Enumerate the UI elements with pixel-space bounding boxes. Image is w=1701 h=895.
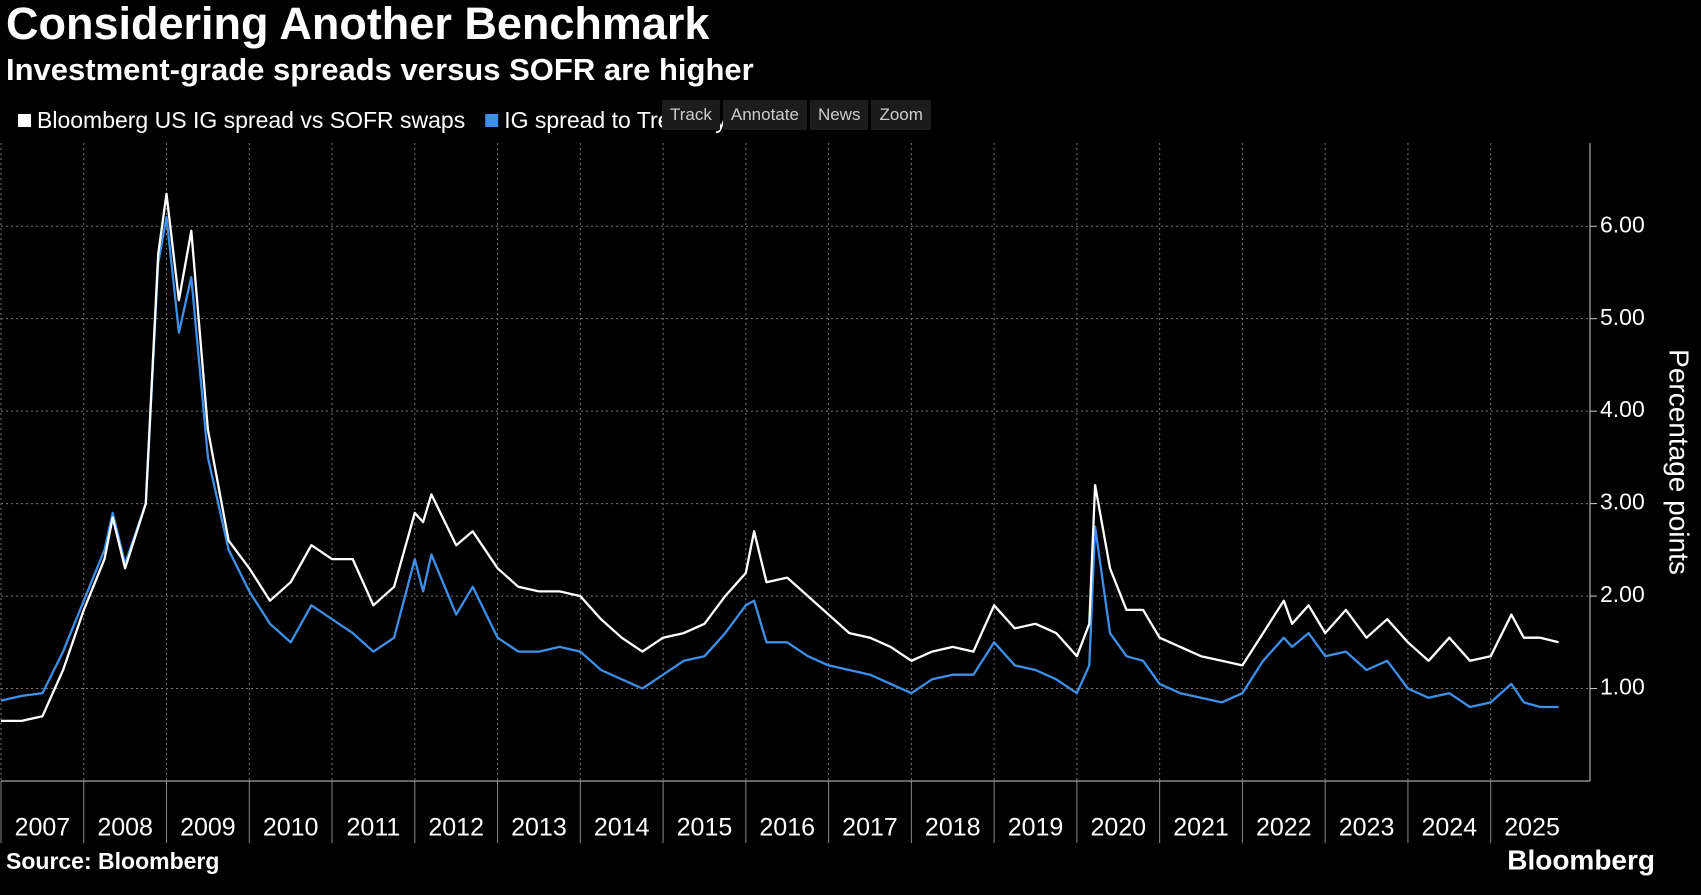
legend-swatch: [18, 114, 31, 127]
y-tick-label: 3.00: [1600, 489, 1645, 515]
x-tick-label: 2013: [511, 814, 567, 842]
toolbar-button[interactable]: Annotate: [722, 100, 807, 130]
x-tick-label: 2017: [842, 814, 898, 842]
x-tick-label: 2023: [1339, 814, 1395, 842]
chart-subtitle: Investment-grade spreads versus SOFR are…: [6, 52, 754, 87]
legend-swatch: [485, 114, 499, 127]
x-tick-label: 2012: [428, 814, 484, 842]
toolbar-button[interactable]: Track: [662, 100, 720, 130]
x-tick-label: 2008: [97, 814, 153, 842]
x-tick-label: 2007: [15, 814, 71, 842]
brand: Bloomberg: [1507, 844, 1655, 875]
x-tick-label: 2011: [347, 814, 401, 842]
series-line: [0, 215, 1559, 709]
x-tick-label: 2015: [677, 814, 733, 842]
series-line: [1, 192, 1559, 723]
legend-label: Bloomberg US IG spread vs SOFR swaps: [37, 107, 465, 133]
x-tick-label: 2020: [1090, 814, 1146, 842]
x-tick-label: 2019: [1008, 814, 1064, 842]
x-tick-label: 2021: [1173, 814, 1229, 842]
x-tick-label: 2009: [180, 814, 236, 842]
x-tick-label: 2024: [1421, 814, 1477, 842]
y-axis-label: Percentage points: [1664, 349, 1695, 575]
toolbar-button[interactable]: News: [809, 100, 869, 130]
chart-title: Considering Another Benchmark: [6, 0, 710, 49]
x-tick-label: 2014: [594, 814, 650, 842]
source: Source: Bloomberg: [6, 848, 219, 874]
x-tick-label: 2010: [263, 814, 319, 842]
y-tick-label: 6.00: [1600, 211, 1645, 237]
toolbar: Track Annotate News Zoom: [662, 100, 931, 130]
y-tick-label: 1.00: [1600, 674, 1645, 700]
y-tick-label: 5.00: [1600, 304, 1645, 330]
y-tick-label: 4.00: [1600, 396, 1645, 422]
x-tick-label: 2018: [925, 814, 981, 842]
toolbar-button[interactable]: Zoom: [871, 100, 931, 130]
x-tick-label: 2016: [759, 814, 815, 842]
y-tick-label: 2.00: [1600, 581, 1645, 607]
x-tick-label: 2025: [1504, 814, 1560, 842]
x-tick-label: 2022: [1256, 814, 1312, 842]
